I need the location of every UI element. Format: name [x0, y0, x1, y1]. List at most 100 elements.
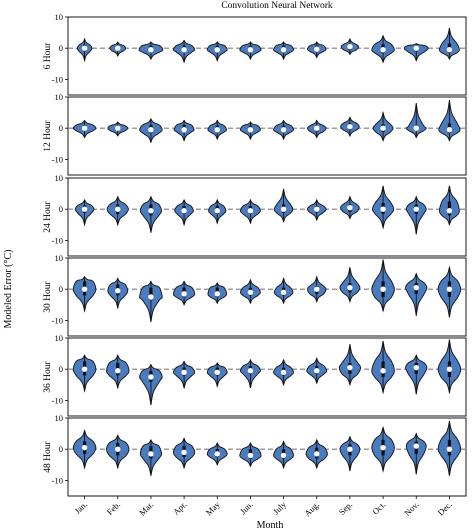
x-tick-label: May	[204, 499, 223, 518]
y-tick-label: 10	[55, 12, 64, 22]
violin-median-dot	[413, 45, 419, 51]
panel-24-hour: -10 0 10 24 Hour	[43, 173, 467, 257]
violin-median-dot	[380, 444, 386, 451]
violin-median-dot	[81, 45, 88, 51]
violin-median-dot	[280, 206, 287, 212]
violin-median-dot	[148, 127, 154, 133]
violin-median-dot	[247, 127, 254, 133]
panel-frame	[67, 417, 467, 497]
violin-median-dot	[314, 46, 320, 52]
violin-median-dot	[214, 291, 220, 297]
violin-median-dot	[280, 127, 287, 133]
y-tick-label: 0	[59, 123, 63, 133]
violin-median-dot	[181, 208, 187, 214]
violin-median-dot	[446, 366, 453, 372]
violin-median-dot	[446, 127, 453, 133]
violin-median-dot	[413, 364, 419, 371]
violin-median-dot	[214, 208, 220, 214]
y-tick-label: 10	[55, 413, 64, 423]
violin-median-dot	[280, 452, 287, 459]
violin-median-dot	[148, 208, 154, 214]
y-tick-label: 0	[59, 284, 63, 294]
violin-median-dot	[181, 47, 187, 53]
violin-median-dot	[347, 43, 353, 50]
violin-median-dot	[347, 364, 353, 371]
y-tick-label: 0	[59, 444, 63, 454]
violin-median-dot	[314, 368, 320, 374]
y-tick-label: -10	[52, 475, 63, 485]
violin-median-dot	[81, 286, 88, 292]
x-tick-label: Feb.	[105, 499, 123, 517]
violin-median-dot	[148, 374, 154, 380]
panel-36-hour: -10 0 10 36 Hour	[43, 333, 467, 417]
violin-median-dot	[446, 286, 453, 292]
x-tick-label: Dec.	[436, 499, 454, 517]
violin-median-dot	[314, 206, 320, 212]
violin-median-dot	[214, 369, 220, 376]
violin-median-dot	[81, 206, 88, 212]
chart-panels: -10 0 10 6 Hour -10 0 10 12 Hour -10 0 10 24 Hour -1…	[43, 12, 467, 497]
panel-30-hour: -10 0 10 30 Hour	[43, 253, 467, 337]
violin-median-dot	[181, 291, 187, 297]
y-tick-label: 10	[55, 333, 64, 343]
violin-median-dot	[380, 286, 386, 292]
x-tick-label: Oct.	[370, 499, 387, 516]
violin-median-dot	[247, 289, 254, 296]
violin-median-dot	[380, 125, 386, 131]
panel-12-hour: -10 0 10 12 Hour	[43, 92, 467, 176]
violin-median-dot	[81, 366, 88, 372]
x-tick-label: Aug.	[302, 499, 321, 518]
x-tick-label: Jan.	[72, 499, 89, 516]
violin-median-dot	[247, 208, 254, 214]
y-tick-label: 0	[59, 364, 63, 374]
y-tick-label: 10	[55, 173, 64, 183]
violin-median-dot	[413, 443, 419, 449]
violin-median-dot	[115, 125, 121, 131]
violin-median-dot	[280, 369, 287, 376]
y-tick-label: 0	[59, 43, 63, 53]
panel-frame	[67, 177, 467, 257]
violin-median-dot	[280, 289, 287, 296]
x-tick-label: Jun.	[238, 499, 255, 516]
panel-label: 6 Hour	[43, 42, 53, 69]
chart-title: Convolution Neural Network	[221, 1, 333, 11]
violin-median-dot	[446, 47, 453, 53]
violin-median-dot	[347, 204, 353, 211]
panel-label: 24 Hour	[43, 200, 53, 232]
violin-median-dot	[446, 446, 453, 452]
panel-48-hour: -10 0 10 48 Hour	[43, 413, 467, 497]
panel-label: 12 Hour	[43, 119, 53, 151]
violin-median-dot	[446, 208, 453, 214]
y-tick-label: -10	[52, 74, 63, 84]
panel-frame	[67, 96, 467, 176]
violin-median-dot	[214, 127, 220, 133]
violin-median-dot	[115, 45, 121, 51]
violin-median-dot	[347, 123, 353, 130]
y-tick-label: -10	[52, 315, 63, 325]
x-tick-label: Apr.	[171, 499, 189, 517]
panel-frame	[67, 337, 467, 417]
y-axis-label: Modeled Error (°C)	[3, 250, 14, 329]
violin-median-dot	[148, 451, 154, 457]
violin-median-dot	[115, 446, 121, 452]
violin-median-dot	[380, 47, 386, 53]
y-tick-label: -10	[52, 235, 63, 245]
x-tick-label: Nov.	[402, 499, 421, 518]
y-tick-label: -10	[52, 154, 63, 164]
panel-6-hour: -10 0 10 6 Hour	[43, 12, 467, 96]
violin-median-dot	[214, 47, 220, 53]
violin-median-dot	[247, 47, 254, 53]
violin-median-dot	[148, 47, 154, 53]
violin-median-dot	[413, 206, 419, 212]
month-tick-labels: Jan. Feb. Mar. Apr. May Jun. July Aug. Sep. Oct. N…	[72, 496, 454, 518]
violin-median-dot	[380, 368, 386, 374]
panel-label: 36 Hour	[43, 360, 53, 392]
violin-median-dot	[181, 449, 187, 456]
violin-median-dot	[115, 288, 121, 294]
panel-frame	[67, 257, 467, 337]
violin-median-dot	[247, 452, 254, 459]
violin-median-dot	[115, 206, 121, 212]
violin-median-dot	[347, 284, 353, 291]
violin-median-dot	[347, 446, 353, 452]
violin-median-dot	[181, 127, 187, 133]
